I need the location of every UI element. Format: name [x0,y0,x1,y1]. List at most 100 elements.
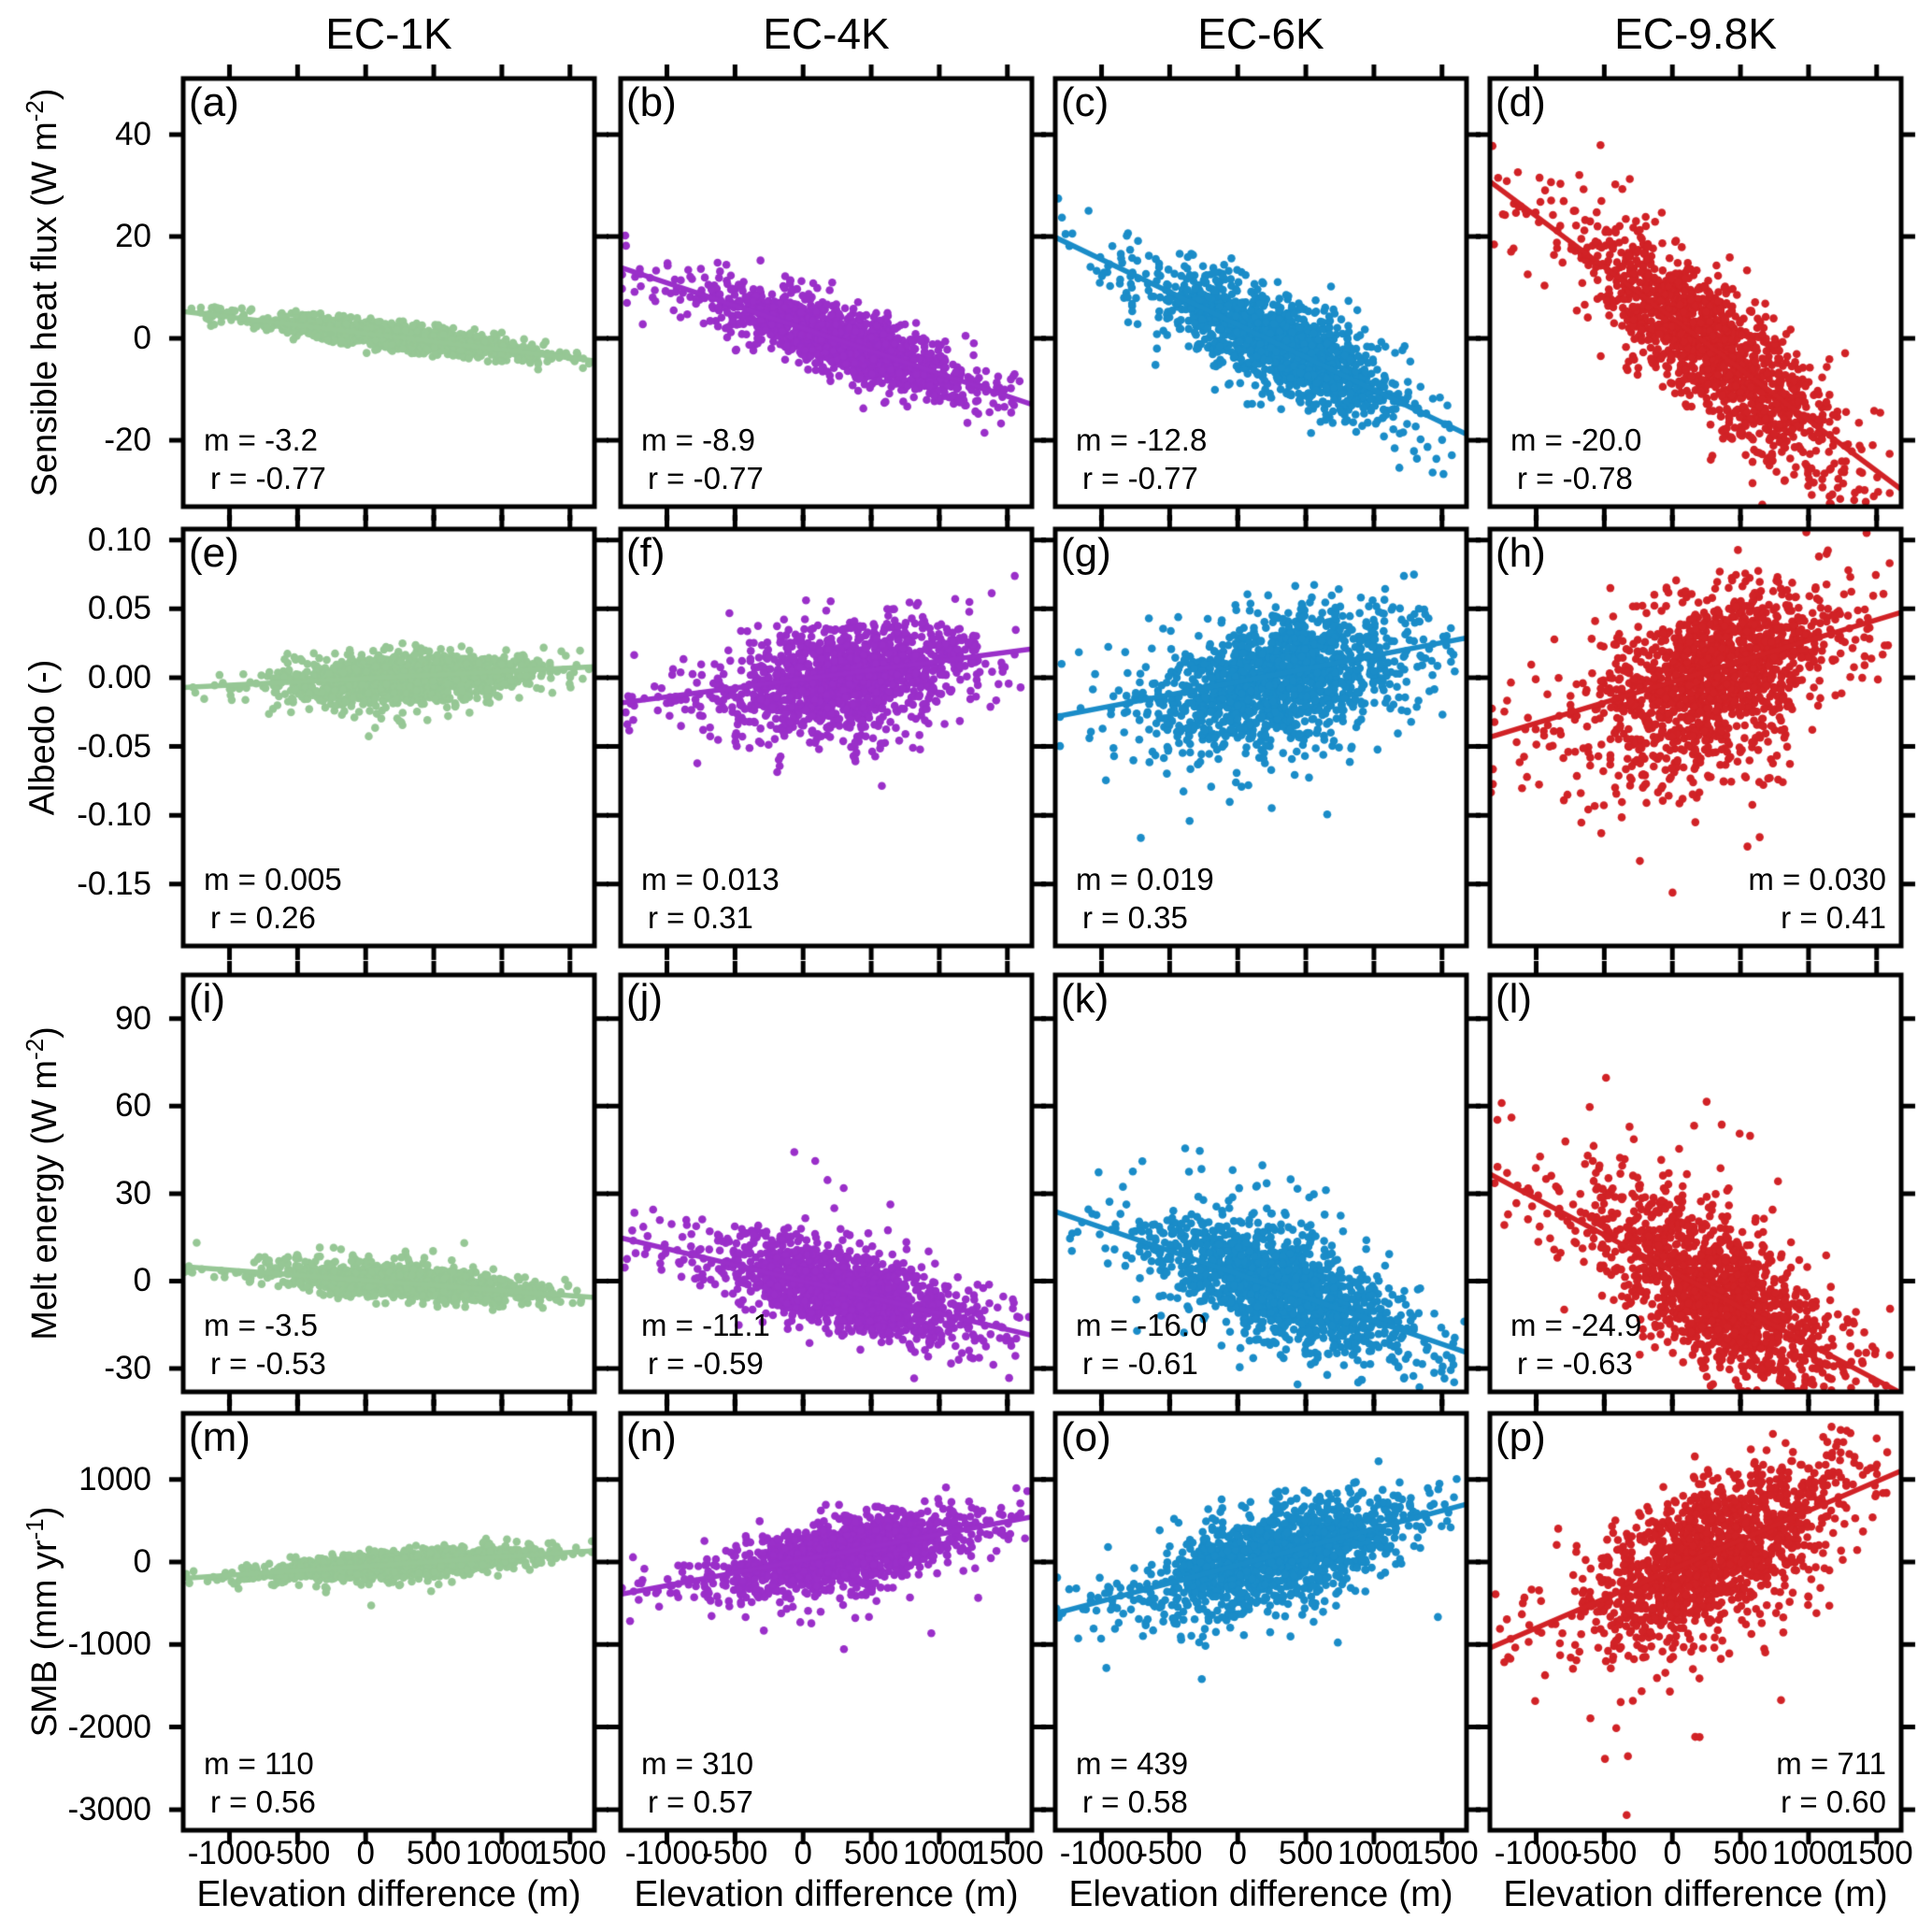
scatter-panel-c: (c) m = -12.8 r = -0.77 [1037,60,1485,525]
y-tick-label: -20 [104,422,151,459]
slope-m-label: m = -12.8 [1076,423,1208,457]
panel-label: (l) [1496,976,1533,1022]
scatter-panel-g: (g) m = 0.019 r = 0.35 [1037,510,1485,965]
regression-annotation: m = -16.0 r = -0.61 [1076,1306,1207,1383]
panel-label: (h) [1496,530,1546,576]
y-axis-label-text: ) [24,88,64,101]
slope-m-label: m = 110 [204,1746,314,1781]
correlation-r-label: r = 0.41 [1781,900,1886,935]
panel-label: (n) [626,1414,677,1460]
scatter-panel-k: (k) m = -16.0 r = -0.61 [1037,956,1485,1411]
regression-annotation: m = 439 r = 0.58 [1076,1744,1188,1821]
column-title-ec-1k: EC-1K [325,9,452,58]
scatter-canvas-o [1037,1395,1485,1849]
x-axis-label-col-4: Elevation difference (m) [1503,1874,1888,1914]
regression-annotation: m = -12.8 r = -0.77 [1076,421,1207,497]
y-tick-label: 30 [115,1174,151,1211]
y-tick-label: 0.05 [87,590,151,627]
scatter-panel-i: (i) m = -3.5 r = -0.53 [165,956,613,1411]
panel-label: (o) [1061,1414,1111,1460]
correlation-r-label: r = -0.53 [210,1346,326,1381]
scatter-panel-d: (d) m = -20.0 r = -0.78 [1471,60,1920,525]
scatter-canvas-h [1471,510,1920,965]
y-tick-label: -0.05 [77,727,151,765]
y-tick-label: 60 [115,1087,151,1125]
correlation-r-label: r = -0.78 [1517,461,1633,495]
y-tick-label: 0.10 [87,521,151,558]
y-tick-label: -30 [104,1350,151,1387]
slope-m-label: m = -3.2 [204,423,318,457]
column-title-ec-6k: EC-6K [1197,9,1324,58]
scatter-canvas-b [602,60,1051,525]
x-axis-label-col-2: Elevation difference (m) [634,1874,1019,1914]
panel-label: (b) [626,79,677,125]
scatter-canvas-i [165,956,613,1411]
correlation-r-label: r = -0.77 [210,461,326,495]
panel-label: (k) [1061,976,1109,1022]
slope-m-label: m = 0.019 [1076,862,1214,896]
scatter-canvas-m [165,1395,613,1849]
y-tick-label: 0.00 [87,658,151,695]
regression-annotation: m = -20.0 r = -0.78 [1510,421,1641,497]
column-title-ec-9.8k: EC-9.8K [1614,9,1777,58]
slope-m-label: m = -20.0 [1510,423,1642,457]
panel-label: (a) [189,79,239,125]
regression-annotation: m = -3.2 r = -0.77 [204,421,326,497]
y-tick-label: 20 [115,218,151,255]
panel-label: (p) [1496,1414,1546,1460]
regression-annotation: m = 110 r = 0.56 [204,1744,316,1821]
correlation-r-label: r = -0.63 [1517,1346,1633,1381]
slope-m-label: m = 439 [1076,1746,1189,1781]
slope-m-label: m = -16.0 [1076,1308,1208,1342]
scatter-panel-o: (o) m = 439 r = 0.58 [1037,1395,1485,1849]
scatter-canvas-j [602,956,1051,1411]
correlation-r-label: r = -0.77 [648,461,764,495]
panel-label: (i) [189,976,226,1022]
scatter-panel-h: (h) m = 0.030 r = 0.41 [1471,510,1920,965]
y-tick-label: 0 [133,1262,151,1299]
correlation-r-label: r = -0.61 [1082,1346,1198,1381]
scatter-canvas-k [1037,956,1485,1411]
correlation-r-label: r = -0.59 [648,1346,764,1381]
scatter-canvas-n [602,1395,1051,1849]
scatter-canvas-f [602,510,1051,965]
slope-m-label: m = 0.013 [641,862,780,896]
y-tick-label: 90 [115,999,151,1037]
y-tick-label: 0 [133,320,151,357]
y-tick-label: 0 [133,1542,151,1580]
panel-label: (j) [626,976,664,1022]
scatter-panel-a: (a) m = -3.2 r = -0.77 [165,60,613,525]
regression-annotation: m = 0.013 r = 0.31 [641,860,780,937]
y-tick-label: -3000 [67,1790,151,1827]
regression-annotation: m = 711 r = 0.60 [1776,1744,1886,1821]
panel-label: (d) [1496,79,1546,125]
correlation-r-label: r = 0.57 [648,1784,753,1819]
y-tick-label: 40 [115,115,151,152]
scatter-panel-m: (m) m = 110 r = 0.56 [165,1395,613,1849]
scatter-panel-b: (b) m = -8.9 r = -0.77 [602,60,1051,525]
panel-label: (e) [189,530,239,576]
panel-label: (f) [626,530,665,576]
scatter-panel-l: (l) m = -24.9 r = -0.63 [1471,956,1920,1411]
x-axis-label-col-3: Elevation difference (m) [1068,1874,1453,1914]
correlation-r-label: r = 0.26 [210,900,316,935]
correlation-r-label: r = 0.56 [210,1784,316,1819]
panel-label: (m) [189,1414,250,1460]
scatter-panel-j: (j) m = -11.1 r = -0.59 [602,956,1051,1411]
slope-m-label: m = 0.030 [1748,862,1886,896]
slope-m-label: m = 711 [1776,1746,1886,1781]
scatter-panel-f: (f) m = 0.013 r = 0.31 [602,510,1051,965]
scatter-canvas-e [165,510,613,965]
regression-annotation: m = 0.005 r = 0.26 [204,860,342,937]
regression-annotation: m = -8.9 r = -0.77 [641,421,764,497]
scatter-canvas-l [1471,956,1920,1411]
regression-annotation: m = -3.5 r = -0.53 [204,1306,326,1383]
correlation-r-label: r = 0.60 [1781,1784,1886,1819]
y-tick-label: -2000 [67,1708,151,1745]
x-axis-label-col-1: Elevation difference (m) [196,1874,581,1914]
correlation-r-label: r = 0.58 [1082,1784,1188,1819]
slope-m-label: m = -3.5 [204,1308,318,1342]
scatter-panel-p: (p) m = 711 r = 0.60 [1471,1395,1920,1849]
slope-m-label: m = 0.005 [204,862,342,896]
regression-annotation: m = 0.030 r = 0.41 [1748,860,1886,937]
